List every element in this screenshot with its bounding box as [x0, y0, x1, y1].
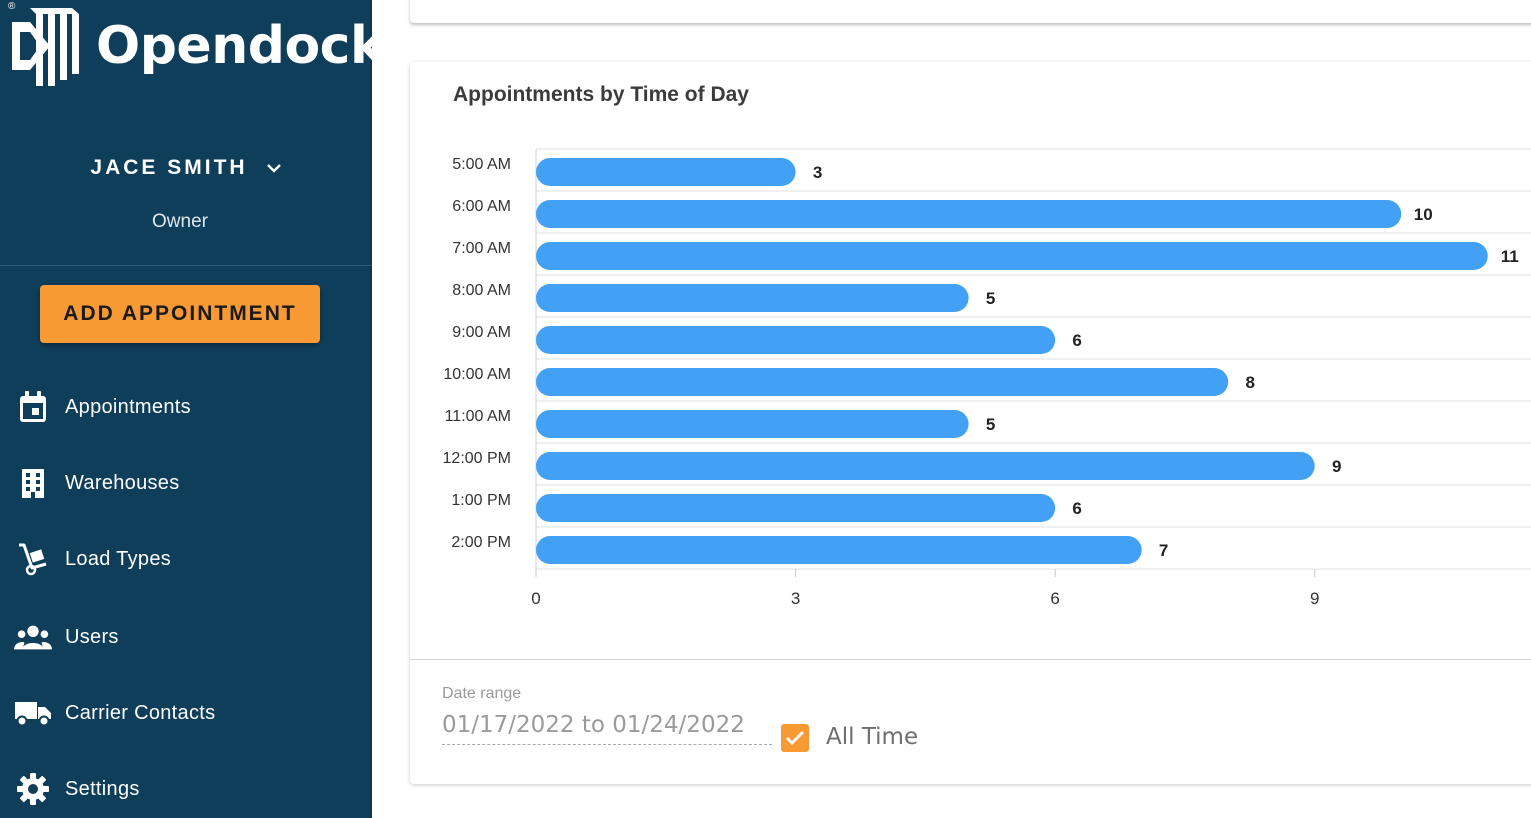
registered-mark: ® [8, 1, 16, 12]
top-card [410, 0, 1531, 23]
checkmark-icon [786, 731, 804, 745]
bar [536, 368, 1229, 396]
bar [536, 326, 1056, 354]
truck-icon [14, 694, 52, 732]
user-role: Owner [152, 211, 208, 232]
category-label: 9:00 AM [452, 324, 511, 341]
hand-truck-icon [14, 540, 52, 578]
category-label: 12:00 PM [443, 450, 511, 467]
sidebar-item-carrier-contacts[interactable]: Carrier Contacts [0, 685, 372, 741]
category-label: 2:00 PM [451, 534, 511, 551]
x-tick-label: 9 [1310, 589, 1319, 608]
data-label: 7 [1159, 541, 1168, 560]
bar [536, 158, 796, 186]
sidebar-item-label: Appointments [65, 395, 191, 418]
data-label: 10 [1414, 205, 1433, 224]
sidebar-item-settings[interactable]: Settings [0, 761, 372, 817]
sidebar-divider [0, 265, 372, 266]
bar [536, 452, 1315, 480]
category-label: 5:00 AM [452, 156, 511, 173]
sidebar-item-appointments[interactable]: Appointments [0, 379, 372, 435]
data-label: 8 [1245, 373, 1254, 392]
opendock-logo-icon [12, 8, 79, 86]
sidebar-item-label: Users [65, 625, 119, 648]
bar [536, 242, 1488, 270]
chevron-down-icon[interactable] [266, 163, 282, 173]
category-label: 8:00 AM [452, 282, 511, 299]
x-tick-label: 3 [791, 589, 800, 608]
data-label: 6 [1072, 331, 1081, 350]
date-range-label: Date range [442, 685, 522, 702]
category-label: 11:00 AM [445, 408, 511, 425]
data-label: 5 [986, 415, 995, 434]
bar [536, 200, 1402, 228]
sidebar-item-label: Warehouses [65, 471, 180, 494]
sidebar-item-label: Carrier Contacts [65, 701, 216, 724]
sidebar-item-label: Settings [65, 777, 140, 800]
bar [536, 536, 1142, 564]
appointments-bar-chart: 0 3 6 9 5:00 AM 3 6:00 AM 10 7:00 AM 11 8:00 AM 5 9:… [443, 148, 1531, 608]
category-label: 10:00 AM [443, 366, 511, 383]
data-label: 11 [1501, 247, 1519, 266]
users-icon [14, 618, 52, 656]
data-label: 5 [986, 289, 995, 308]
bar [536, 284, 969, 312]
bar [536, 494, 1056, 522]
sidebar-item-warehouses[interactable]: Warehouses [0, 455, 372, 511]
data-label: 3 [813, 163, 822, 182]
user-name: JACE SMITH [90, 156, 248, 179]
user-menu[interactable]: JACE SMITH [0, 156, 372, 180]
category-label: 7:00 AM [452, 240, 511, 257]
chart-title: Appointments by Time of Day [453, 83, 749, 106]
calendar-icon [14, 388, 52, 426]
brand-name: Opendock [96, 16, 385, 76]
add-appointment-button[interactable]: ADD APPOINTMENT [40, 285, 320, 343]
all-time-label: All Time [826, 724, 919, 750]
x-tick-label: 6 [1050, 589, 1059, 608]
data-label: 9 [1332, 457, 1341, 476]
date-range-field[interactable]: 01/17/2022 to 01/24/2022 [442, 712, 772, 745]
sidebar-item-users[interactable]: Users [0, 609, 372, 665]
bar [536, 410, 969, 438]
category-label: 1:00 PM [451, 492, 511, 509]
sidebar-item-label: Load Types [65, 547, 172, 570]
category-label: 6:00 AM [452, 198, 511, 215]
sidebar: ® Opendock JACE SMITH Owner ADD APPOINTM… [0, 0, 385, 818]
card-divider [410, 659, 1531, 660]
building-icon [14, 464, 52, 502]
all-time-checkbox[interactable] [781, 724, 809, 752]
sidebar-item-load-types[interactable]: Load Types [0, 531, 372, 587]
data-label: 6 [1072, 499, 1081, 518]
brand-logo[interactable]: ® Opendock [6, 1, 385, 92]
gear-icon [14, 770, 52, 808]
x-tick-label: 0 [531, 589, 540, 608]
